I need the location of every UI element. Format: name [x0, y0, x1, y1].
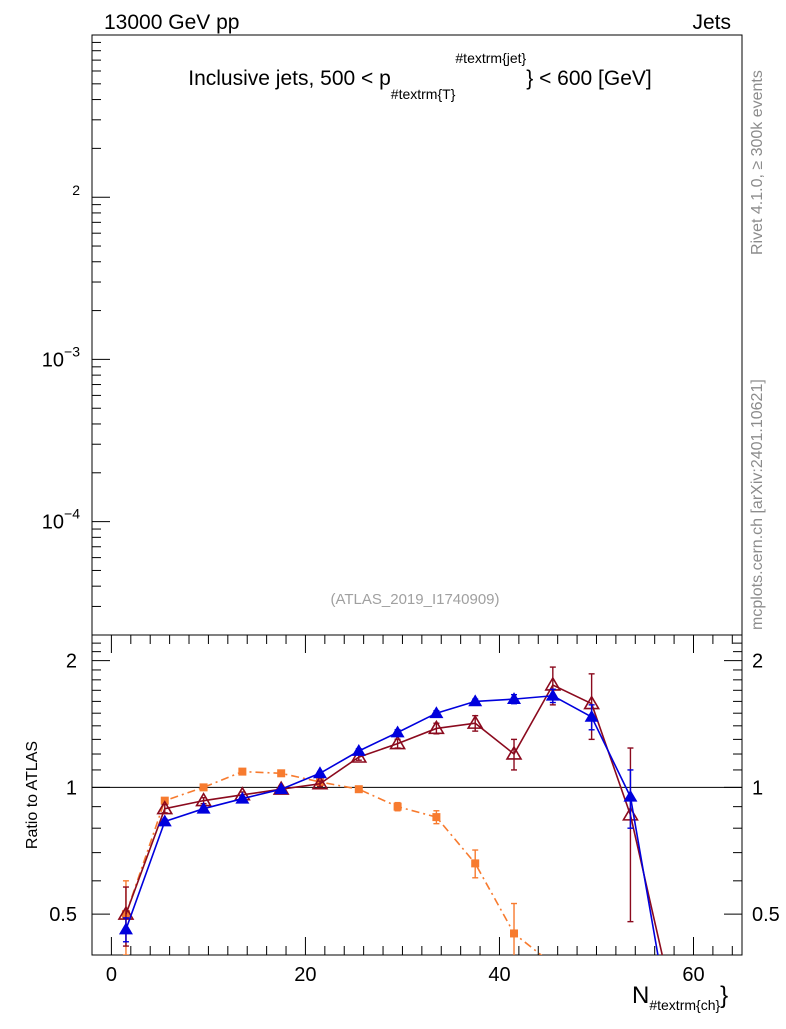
- analysis-watermark: (ATLAS_2019_I1740909): [330, 591, 499, 608]
- ratio-y-label: Ratio to ATLAS: [24, 741, 41, 849]
- marker-triangle-open: [505, 745, 523, 760]
- x-tick-label: 40: [488, 964, 510, 986]
- main-y-tick-label: 10−4: [42, 506, 80, 534]
- main-title: Inclusive jets, 500 < p#textrm{T}#textrm…: [188, 50, 651, 102]
- marker-triangle-filled: [118, 922, 133, 935]
- marker-triangle-filled: [274, 782, 289, 795]
- marker-square: [354, 785, 363, 794]
- x-tick-label: 20: [294, 964, 316, 986]
- marker-square: [432, 813, 441, 822]
- series-orange: [121, 767, 543, 955]
- x-tick-label: 60: [682, 964, 704, 986]
- marker-triangle-filled: [196, 801, 211, 814]
- rivet-version-label: Rivet 4.1.0, ≥ 300k events: [749, 70, 766, 255]
- ratio-panel: 0 20 40 60 0.5 0.5 1 1 2 2 Ratio to ATLAS N#textr…: [24, 634, 780, 1013]
- ratio-frame: [91, 634, 743, 956]
- main-y-axis: 2 10−3 10−4: [42, 41, 110, 636]
- header-left: 13000 GeV pp: [104, 11, 239, 34]
- ratio-y-tick-label-right: 0.5: [752, 904, 780, 926]
- marker-triangle-open: [311, 775, 329, 790]
- marker-triangle-open: [544, 676, 562, 691]
- marker-square: [471, 859, 480, 868]
- marker-triangle-filled: [545, 688, 560, 701]
- mcplots-label: mcplots.cern.ch [arXiv:2401.10621]: [749, 379, 766, 630]
- main-panel: Inclusive jets, 500 < p#textrm{T}#textrm…: [42, 34, 743, 636]
- marker-triangle-filled: [157, 814, 172, 827]
- marker-triangle-open: [389, 735, 406, 750]
- marker-square: [277, 769, 286, 778]
- ratio-y-tick-label: 0.5: [49, 904, 77, 926]
- ratio-series-group: [117, 666, 664, 955]
- marker-triangle-filled: [235, 791, 250, 804]
- x-tick-label: 0: [106, 964, 117, 986]
- series-blue: [118, 688, 659, 955]
- main-frame: [91, 34, 743, 636]
- ratio-y-tick-label-right: 1: [752, 777, 763, 799]
- marker-square: [199, 783, 208, 792]
- ratio-y-tick-label-right: 2: [752, 651, 763, 673]
- ratio-y-tick-label: 2: [66, 651, 77, 673]
- marker-triangle-filled: [429, 706, 444, 719]
- ratio-y-tick-label: 1: [66, 777, 77, 799]
- marker-triangle-filled: [390, 725, 405, 738]
- marker-triangle-filled: [468, 694, 483, 707]
- main-y-tick-label: 2: [72, 182, 80, 198]
- marker-triangle-filled: [351, 743, 366, 756]
- header-right: Jets: [692, 11, 731, 34]
- series-line-orange: [125, 770, 543, 955]
- series-line-red: [125, 683, 664, 955]
- marker-triangle-filled: [312, 766, 327, 779]
- marker-triangle-open: [350, 748, 368, 763]
- marker-triangle-filled: [584, 709, 599, 722]
- marker-square: [510, 929, 519, 938]
- marker-triangle-open: [156, 800, 174, 815]
- marker-triangle-filled: [623, 789, 638, 802]
- marker-square: [393, 802, 402, 811]
- main-y-tick-label: 10−3: [42, 343, 80, 371]
- marker-square: [238, 767, 247, 776]
- marker-triangle-open: [428, 719, 445, 735]
- marker-triangle-open: [466, 714, 484, 729]
- marker-triangle-filled: [507, 692, 522, 705]
- x-axis-label: N#textrm{ch}}: [632, 982, 728, 1013]
